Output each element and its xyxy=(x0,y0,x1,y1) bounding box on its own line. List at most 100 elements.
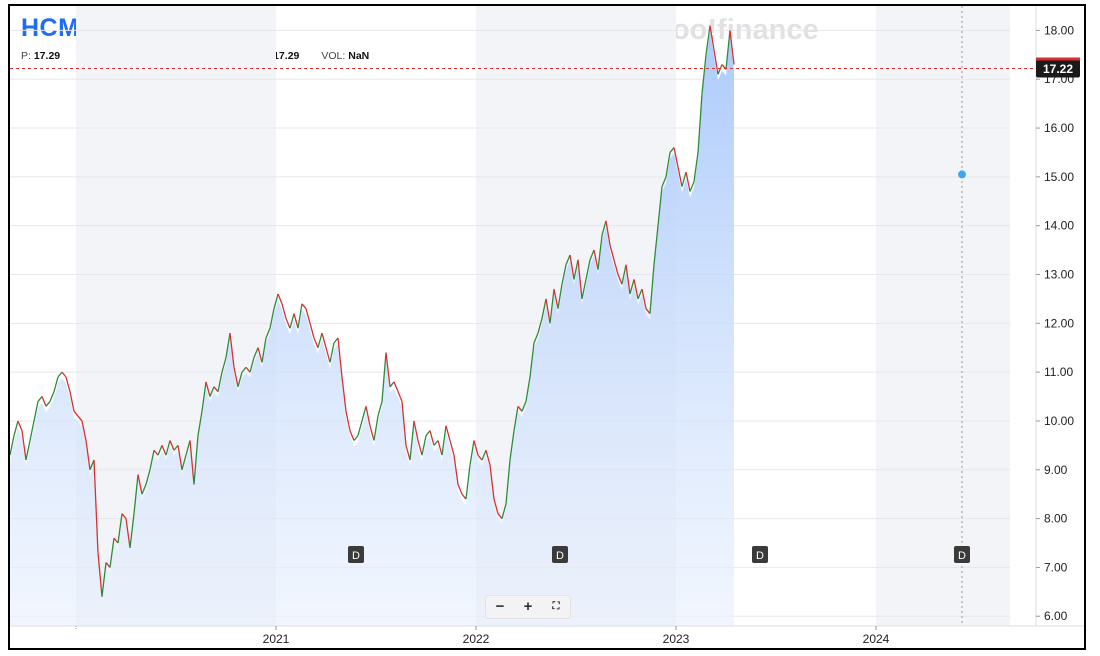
price-line-segment xyxy=(221,357,227,373)
price-line-segment xyxy=(185,440,191,456)
price-line-segment xyxy=(533,332,539,344)
price-line-segment xyxy=(517,405,523,412)
price-line-segment xyxy=(161,445,167,456)
price-line-segment xyxy=(677,166,683,187)
price-line-segment xyxy=(705,25,711,55)
ohlc-value: 17.29 xyxy=(273,50,300,62)
price-line-segment xyxy=(341,376,347,412)
price-line-segment xyxy=(209,386,215,397)
price-line-segment xyxy=(313,337,319,348)
price-line-segment xyxy=(77,415,83,422)
dividend-marker-label: D xyxy=(556,550,564,562)
price-line-segment xyxy=(21,430,27,461)
y-tick-label: 12.00 xyxy=(1044,316,1074,330)
price-line-segment xyxy=(193,435,199,485)
y-tick-label: 10.00 xyxy=(1044,414,1074,428)
price-line-segment xyxy=(201,381,207,412)
price-line-segment xyxy=(401,401,407,446)
ohlc-value: 17.29 xyxy=(33,50,61,62)
price-line-segment xyxy=(329,342,335,363)
price-line-segment xyxy=(301,303,307,310)
price-line-segment xyxy=(685,171,691,192)
y-tick-label: 7.00 xyxy=(1044,560,1068,574)
y-tick-label: 16.00 xyxy=(1044,121,1074,135)
price-line-segment xyxy=(497,513,503,520)
price-line-segment xyxy=(265,327,271,339)
price-line-segment xyxy=(513,406,519,431)
zoom-controls: − + ⛶ xyxy=(485,595,571,619)
y-tick-label: 9.00 xyxy=(1044,463,1068,477)
price-line-segment xyxy=(225,332,231,358)
price-line-segment xyxy=(169,440,175,451)
price-line-segment xyxy=(593,249,599,270)
y-tick-label: 18.00 xyxy=(1044,23,1074,37)
price-line-segment xyxy=(241,366,247,373)
price-line-segment xyxy=(453,455,459,485)
price-line-segment xyxy=(137,474,143,495)
price-line-segment xyxy=(585,259,591,280)
price-line-segment xyxy=(557,284,563,309)
price-line-segment xyxy=(493,498,499,514)
price-line-segment xyxy=(189,440,195,485)
price-line-segment xyxy=(509,430,515,461)
dividend-marker xyxy=(348,546,364,563)
price-line-segment xyxy=(393,381,399,392)
price-chart[interactable]: 6.00 7.00 8.00 9.00 10.00 11.00 12.00 13.00 14.0… xyxy=(10,6,1086,650)
price-line-segment xyxy=(669,147,675,153)
dividend-marker-label: D xyxy=(958,550,966,562)
price-line-segment xyxy=(365,406,371,426)
price-line-segment xyxy=(61,371,67,378)
price-line-segment xyxy=(729,30,735,65)
price-line-segment xyxy=(197,411,203,436)
price-line-segment xyxy=(117,513,123,544)
price-line-segment xyxy=(709,25,715,51)
x-tick-label: 2024 xyxy=(863,632,890,646)
price-line-segment xyxy=(445,425,451,441)
price-line-segment xyxy=(373,415,379,441)
price-line-segment xyxy=(409,420,415,461)
price-line-segment xyxy=(125,518,131,548)
price-line-segment xyxy=(85,440,91,470)
price-line-segment xyxy=(69,391,75,412)
price-line-segment xyxy=(37,396,43,402)
price-line-segment xyxy=(489,464,495,500)
price-line-segment xyxy=(217,372,223,392)
price-line-segment xyxy=(309,323,315,339)
price-line-segment xyxy=(89,459,95,471)
zoom-out-button[interactable]: − xyxy=(495,598,505,615)
price-line-segment xyxy=(521,401,527,412)
price-line-segment xyxy=(149,450,155,470)
dividend-marker xyxy=(954,546,970,563)
price-line-segment xyxy=(441,425,447,456)
price-line-segment xyxy=(257,347,263,363)
price-line-segment xyxy=(101,562,107,597)
price-line-segment xyxy=(333,337,339,344)
zoom-in-button[interactable]: + xyxy=(523,598,533,615)
x-tick-label: 2023 xyxy=(663,632,690,646)
price-line-segment xyxy=(245,366,251,373)
price-line-segment xyxy=(529,342,535,378)
price-line-segment xyxy=(417,440,423,456)
price-line-segment xyxy=(457,484,463,495)
price-line-segment xyxy=(253,347,259,358)
price-line-segment xyxy=(121,513,127,520)
price-area xyxy=(10,31,734,626)
price-line-segment xyxy=(641,289,647,309)
price-line-segment xyxy=(273,293,279,309)
price-line-segment xyxy=(701,54,707,94)
price-line-segment xyxy=(93,459,99,553)
price-line-segment xyxy=(81,420,87,441)
fullscreen-icon[interactable]: ⛶ xyxy=(552,601,560,612)
price-line-segment xyxy=(293,313,299,329)
price-line-segment xyxy=(113,537,119,544)
price-line-segment xyxy=(65,376,71,392)
price-line-segment xyxy=(41,396,47,407)
dividend-marker xyxy=(552,546,568,563)
price-line-segment xyxy=(625,264,631,295)
price-line-segment xyxy=(13,420,19,436)
price-line-segment xyxy=(561,264,567,285)
price-line-segment xyxy=(713,49,719,75)
price-line-segment xyxy=(461,493,467,500)
y-tick-label: 14.00 xyxy=(1044,219,1074,233)
price-line-segment xyxy=(633,279,639,300)
